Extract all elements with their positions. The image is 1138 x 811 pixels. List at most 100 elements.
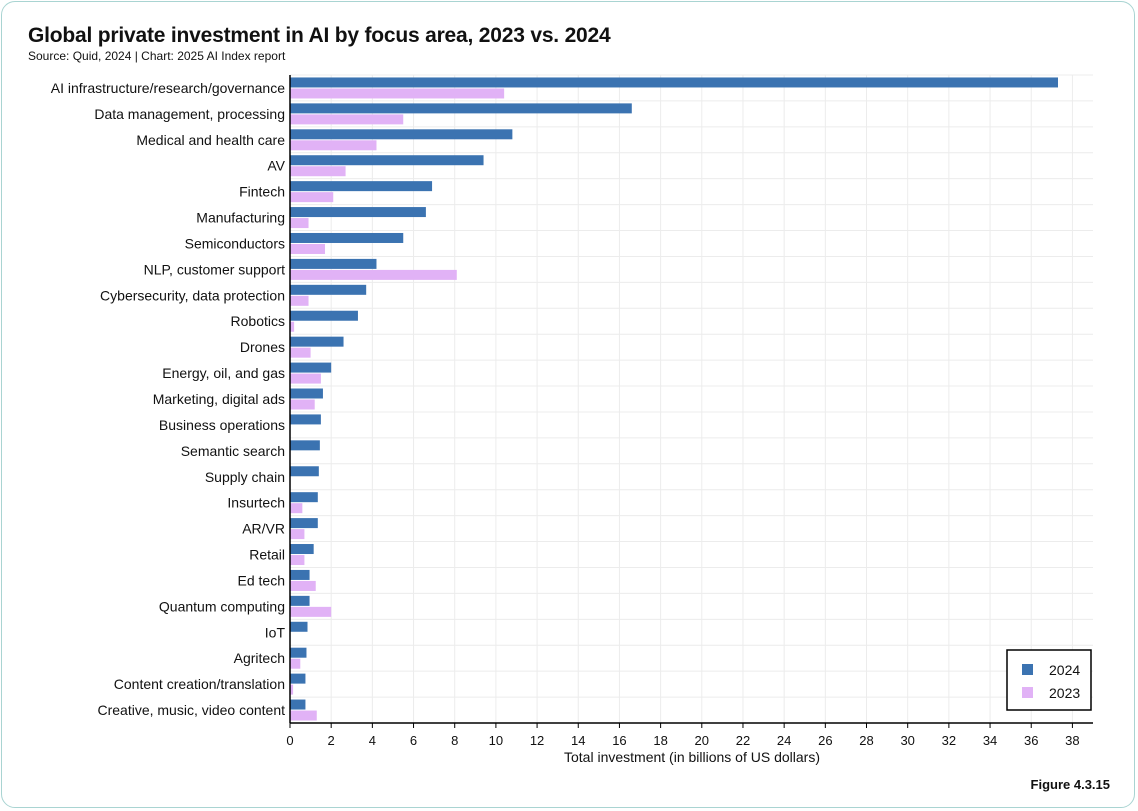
legend-label-2023: 2023 xyxy=(1049,685,1080,701)
x-tick-label: 4 xyxy=(369,733,376,748)
x-tick-label: 18 xyxy=(653,733,667,748)
x-tick-label: 12 xyxy=(530,733,544,748)
bar-2024 xyxy=(290,492,318,503)
category-label: Manufacturing xyxy=(196,210,285,226)
category-label: Energy, oil, and gas xyxy=(162,365,285,381)
bar-2024 xyxy=(290,362,332,373)
category-labels: AI infrastructure/research/governance Dat… xyxy=(51,80,286,718)
bar-2024 xyxy=(290,284,367,295)
x-tick-label: 16 xyxy=(612,733,626,748)
x-tick-label: 26 xyxy=(818,733,832,748)
bar-2023 xyxy=(290,88,505,99)
legend-label-2024: 2024 xyxy=(1049,662,1080,678)
legend-swatch-2023 xyxy=(1022,687,1033,698)
bar-2024 xyxy=(290,77,1058,88)
bar-2023 xyxy=(290,606,332,617)
bar-2023 xyxy=(290,710,317,721)
figure-number: Figure 4.3.15 xyxy=(1030,777,1110,792)
category-label: Marketing, digital ads xyxy=(153,391,285,407)
category-label: AI infrastructure/research/governance xyxy=(51,80,285,96)
bar-2023 xyxy=(290,166,346,177)
bar-2023 xyxy=(290,192,334,203)
category-label: Ed tech xyxy=(238,572,285,588)
bar-2023 xyxy=(290,658,301,669)
x-axis-title: Total investment (in billions of US doll… xyxy=(564,749,820,765)
legend: 2024 2023 xyxy=(1006,649,1092,711)
category-label: Creative, music, video content xyxy=(97,702,285,718)
category-label: Agritech xyxy=(234,650,285,666)
legend-box xyxy=(1006,649,1092,711)
bar-2024 xyxy=(290,155,484,166)
bar-2024 xyxy=(290,310,358,321)
x-tick-label: 14 xyxy=(571,733,585,748)
category-label: Robotics xyxy=(231,313,285,329)
bar-2023 xyxy=(290,503,303,514)
bar-2024 xyxy=(290,466,319,477)
bar-2024 xyxy=(290,569,310,580)
x-tick-label: 0 xyxy=(286,733,293,748)
x-tick-label: 20 xyxy=(695,733,709,748)
bar-2024 xyxy=(290,181,433,192)
category-label: Fintech xyxy=(239,184,285,200)
bar-2024 xyxy=(290,388,323,399)
bar-2024 xyxy=(290,621,308,632)
bar-2024 xyxy=(290,544,314,555)
bar-2023 xyxy=(290,218,309,229)
x-tick-label: 24 xyxy=(777,733,791,748)
bar-2024 xyxy=(290,440,320,451)
x-tick-label: 32 xyxy=(942,733,956,748)
x-tick-label: 8 xyxy=(451,733,458,748)
legend-swatch-2024 xyxy=(1022,664,1033,675)
bar-2023 xyxy=(290,321,295,332)
x-tick-label: 10 xyxy=(489,733,503,748)
chart-title: Global private investment in AI by focus… xyxy=(28,24,611,47)
category-label: Supply chain xyxy=(205,469,285,485)
bar-2023 xyxy=(290,114,404,125)
category-label: IoT xyxy=(265,624,286,640)
x-tick-label: 2 xyxy=(328,733,335,748)
bar-2024 xyxy=(290,336,344,347)
bar-2024 xyxy=(290,129,513,140)
bars xyxy=(290,77,1058,721)
grid-lines xyxy=(289,74,1093,724)
x-tick-label: 34 xyxy=(983,733,997,748)
x-tick-labels: 0 2 4 6 8 10 12 14 16 18 20 22 24 26 28 30 32 34 36 38 xyxy=(286,733,1079,748)
bar-2024 xyxy=(290,414,321,425)
category-label: AV xyxy=(267,158,285,174)
bar-2023 xyxy=(290,373,321,384)
category-label: Content creation/translation xyxy=(114,676,285,692)
bar-2023 xyxy=(290,140,377,151)
bar-2024 xyxy=(290,595,310,606)
category-label: Semiconductors xyxy=(185,235,285,251)
bar-2024 xyxy=(290,232,404,243)
bar-2023 xyxy=(290,243,326,254)
x-tick-label: 30 xyxy=(900,733,914,748)
x-tick-label: 6 xyxy=(410,733,417,748)
bar-2023 xyxy=(290,684,294,695)
bar-2023 xyxy=(290,555,305,566)
category-label: Quantum computing xyxy=(159,598,285,614)
bar-2024 xyxy=(290,258,377,269)
bar-2023 xyxy=(290,580,316,591)
bar-2023 xyxy=(290,529,305,540)
chart-source: Source: Quid, 2024 | Chart: 2025 AI Inde… xyxy=(28,49,286,63)
bar-2023 xyxy=(290,347,311,358)
category-label: Semantic search xyxy=(181,443,285,459)
bar-2023 xyxy=(290,269,457,280)
category-label: Cybersecurity, data protection xyxy=(100,287,285,303)
category-label: NLP, customer support xyxy=(144,261,285,277)
bar-2024 xyxy=(290,207,426,218)
category-label: Insurtech xyxy=(227,495,285,511)
x-tick-label: 38 xyxy=(1065,733,1079,748)
axes xyxy=(289,75,1093,728)
category-label: AR/VR xyxy=(242,521,285,537)
bar-2024 xyxy=(290,647,307,658)
category-label: Drones xyxy=(240,339,285,355)
category-label: Business operations xyxy=(159,417,285,433)
bar-2024 xyxy=(290,103,632,114)
category-label: Retail xyxy=(249,547,285,563)
category-label: Medical and health care xyxy=(136,132,285,148)
bar-2023 xyxy=(290,295,309,306)
